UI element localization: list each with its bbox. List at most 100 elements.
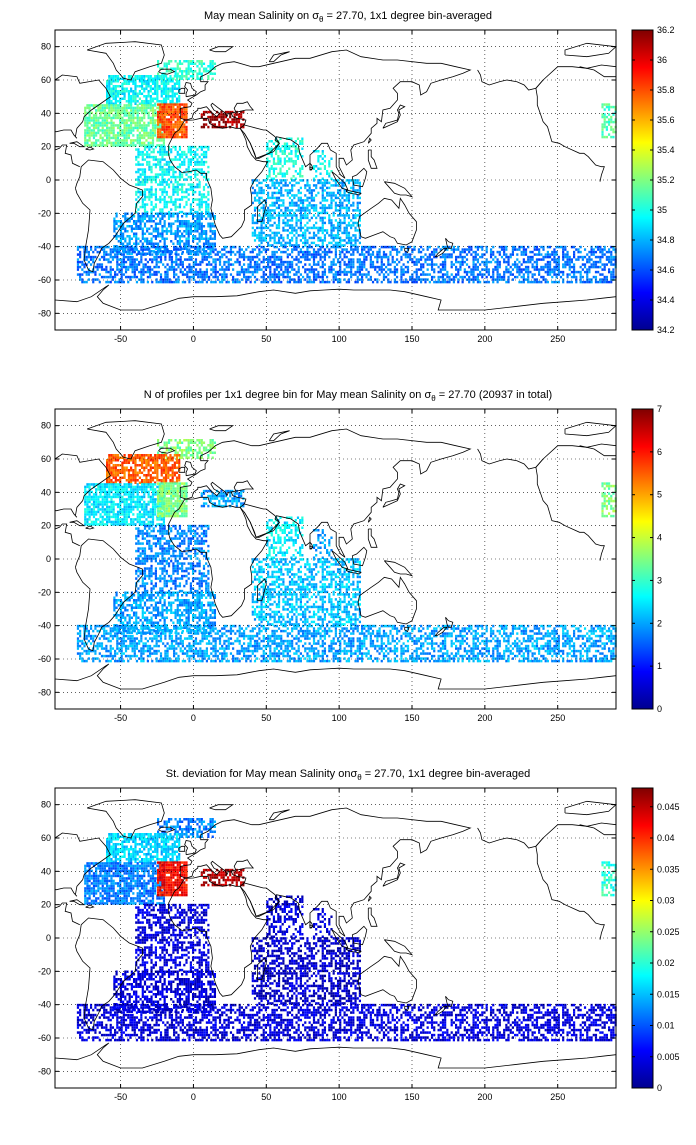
data-cell: [185, 232, 188, 235]
data-cell: [343, 219, 346, 222]
data-cell: [277, 248, 281, 251]
data-cell: [176, 128, 179, 131]
data-cell: [140, 129, 144, 132]
data-cell: [448, 255, 451, 259]
data-cell: [90, 124, 93, 127]
data-cell: [197, 280, 200, 284]
data-cell: [463, 268, 466, 271]
data-cell: [343, 194, 346, 197]
data-cell: [283, 172, 286, 175]
data-cell: [189, 160, 192, 164]
data-cell: [376, 278, 379, 281]
data-cell: [260, 241, 263, 245]
data-cell: [143, 153, 147, 156]
data-cell: [321, 231, 324, 235]
data-cell: [194, 235, 197, 238]
data-cell: [264, 226, 268, 230]
data-cell: [130, 75, 133, 78]
data-cell: [317, 157, 320, 160]
data-cell: [114, 80, 117, 83]
data-cell: [323, 270, 327, 274]
data-cell: [118, 278, 121, 281]
data-cell: [212, 250, 215, 254]
data-cell: [306, 250, 309, 254]
data-cell: [128, 240, 131, 243]
data-cell: [130, 129, 133, 132]
data-cell: [535, 280, 539, 284]
data-cell: [134, 97, 137, 100]
data-cell: [127, 258, 130, 261]
data-cell: [356, 181, 359, 185]
data-cell: [330, 260, 333, 264]
data-cell: [185, 173, 188, 176]
data-cell: [271, 244, 274, 247]
data-cell: [209, 115, 212, 119]
data-cell: [150, 180, 153, 184]
data-cell: [301, 214, 305, 217]
data-cell: [135, 210, 138, 214]
data-cell: [143, 114, 146, 117]
data-cell: [151, 77, 155, 80]
data-cell: [277, 258, 281, 261]
data-cell: [143, 215, 147, 218]
data-cell: [304, 234, 307, 237]
data-cell: [522, 253, 525, 256]
data-cell: [308, 245, 311, 249]
data-cell: [183, 220, 186, 223]
data-cell: [168, 268, 171, 271]
data-cell: [150, 168, 153, 171]
data-cell: [134, 116, 137, 120]
data-cell: [267, 265, 270, 269]
data-cell: [546, 270, 549, 274]
data-cell: [84, 141, 87, 145]
data-cell: [347, 224, 351, 227]
data-cell: [133, 268, 136, 271]
data-cell: [141, 153, 144, 156]
data-cell: [264, 236, 268, 240]
data-cell: [269, 209, 272, 212]
data-cell: [194, 230, 197, 233]
data-cell: [339, 204, 342, 207]
data-cell: [299, 191, 302, 195]
data-cell: [110, 126, 113, 130]
data-cell: [214, 258, 217, 261]
data-cell: [546, 250, 549, 254]
data-cell: [472, 263, 475, 266]
data-cell: [137, 190, 140, 194]
data-cell: [310, 204, 313, 207]
data-cell: [343, 253, 346, 256]
data-cell: [520, 270, 523, 274]
data-cell: [159, 133, 162, 136]
data-cell: [553, 260, 556, 264]
data-cell: [253, 231, 257, 235]
data-cell: [176, 193, 179, 196]
data-cell: [174, 170, 177, 174]
data-cell: [119, 131, 122, 135]
data-cell: [361, 260, 364, 264]
data-cell: [94, 270, 97, 274]
data-cell: [153, 255, 156, 259]
data-cell: [282, 179, 285, 182]
data-cell: [123, 129, 126, 132]
data-cell: [376, 258, 379, 261]
data-cell: [312, 206, 316, 210]
data-cell: [179, 255, 182, 259]
data-cell: [161, 128, 164, 131]
data-cell: [191, 168, 195, 171]
data-cell: [187, 240, 190, 243]
data-cell: [402, 245, 405, 249]
data-cell: [339, 224, 342, 227]
data-cell: [161, 198, 164, 201]
data-cell: [247, 263, 250, 266]
data-cell: [172, 212, 175, 215]
data-cell: [150, 170, 153, 174]
data-cell: [573, 253, 576, 256]
data-cell: [282, 219, 285, 222]
data-cell: [271, 231, 274, 235]
data-cell: [459, 260, 462, 264]
data-cell: [174, 205, 177, 209]
data-cell: [122, 250, 125, 254]
data-cell: [134, 80, 137, 83]
data-cell: [191, 225, 195, 228]
data-cell: [198, 60, 201, 63]
